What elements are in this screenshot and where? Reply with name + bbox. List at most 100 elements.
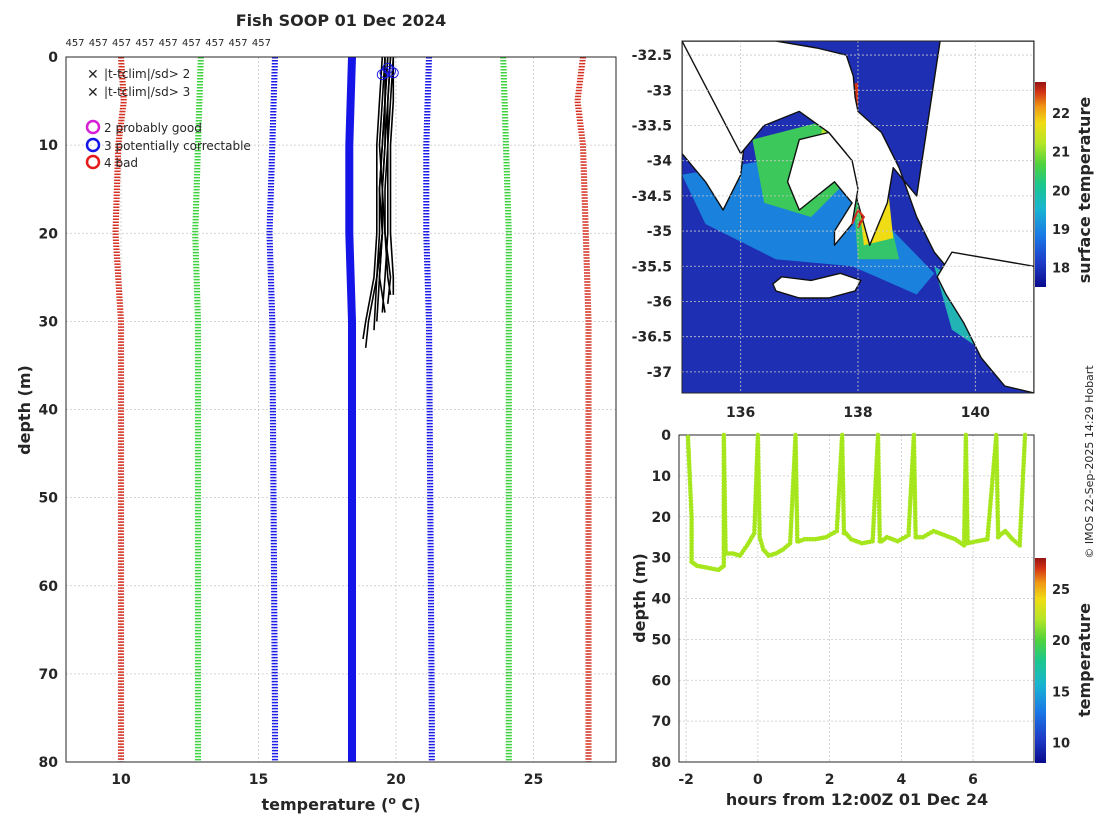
climatology-band-line [193,56,201,762]
depth-time-point [912,509,918,514]
depth-time-points [685,432,1028,573]
depth-time-point [911,451,917,457]
depth-time-point [964,515,970,521]
depth-time-point [995,506,1000,511]
depth-time-y-tick-label: 70 [652,714,672,730]
depth-time-point [1017,543,1022,548]
depth-time-point [756,477,761,483]
depth-time-point [787,541,793,546]
depth-time-point [752,505,758,511]
depth-time-point [964,483,969,489]
depth-time-point [687,476,693,482]
depth-time-point [994,474,1000,479]
climatology-mean-line [351,56,356,762]
depth-time-point [841,518,846,523]
depth-time-axes-box [678,434,1035,763]
depth-time-point [753,499,758,504]
depth-time-point [965,518,970,524]
profile-legend: ✕ |t-tclim|/sd> 2 ✕ |t-tclim|/sd> 3 2 pr… [85,67,251,170]
temperature-colorbar-tick-label: 25 [1052,583,1070,598]
depth-time-point [912,493,918,499]
depth-time-point [840,486,846,492]
legend-label: 4 bad [104,156,138,170]
legend-cross-red-icon: ✕ [87,85,99,101]
depth-time-point [752,521,757,526]
climatology-band-line [579,56,592,762]
depth-time-point [911,445,917,451]
depth-time-point [788,525,794,530]
depth-time-point [995,487,1000,492]
depth-time-point [912,461,917,467]
map-y-tick-label: -33 [647,83,672,99]
depth-time-point [913,528,918,534]
depth-time-x-tick-label: 2 [825,772,835,788]
climatology-band-line [575,56,588,762]
depth-time-point [1022,435,1028,441]
climatology-band-line [425,56,433,762]
depth-time-point [994,445,999,451]
depth-time-point [964,506,970,511]
depth-time-point [756,480,761,486]
depth-time-point [965,528,970,533]
depth-time-y-tick-label: 20 [652,510,672,526]
depth-time-point [877,523,882,528]
climatology-band-line [270,56,277,762]
profile-y-tick-label: 30 [39,314,59,330]
depth-time-x-tick-label: 4 [896,772,906,788]
credit-text: © IMOS 22-Sep-2025 14:29 Hobart [1083,365,1096,559]
flag-circle [387,67,399,79]
depth-time-point [756,496,762,502]
depth-time-point [723,535,728,541]
climatology-band-line [423,56,431,762]
profile-y-tick-label: 10 [39,138,59,154]
depth-time-grid [679,434,1034,763]
depth-time-point [872,489,878,494]
depth-time-point [994,439,999,444]
profile-x-tick-label: 25 [524,772,543,788]
depth-time-point [756,471,761,476]
ship-track [851,208,866,229]
depth-time-point [840,467,846,473]
depth-time-point [756,458,761,463]
depth-time-point [963,451,969,457]
depth-time-point [964,461,969,467]
depth-time-point [963,448,969,454]
climatology-band-line [576,56,590,762]
depth-time-point [995,499,1000,505]
depth-time-point [911,439,917,444]
depth-time-point [963,455,969,460]
depth-time-point [757,525,762,530]
depth-time-point [793,460,799,466]
depth-time-point [840,439,845,444]
depth-time-point [840,458,845,463]
map-y-tick-label: -35 [647,224,672,240]
depth-time-point [912,474,917,479]
depth-time-y-tick-label: 10 [652,469,672,485]
depth-time-point [876,448,881,453]
depth-time-point [964,502,970,508]
depth-time-point [912,467,917,473]
profile-plot: Fish SOOP 01 Dec 2024 10 15 20 25 0 10 20 30 40 5… [15,11,617,814]
depth-time-point [995,525,1001,530]
depth-time-point [757,531,762,537]
legend-label: 3 potentially correctable [104,139,251,153]
land-polygon [786,131,859,246]
climatology-band-line [504,56,512,762]
depth-time-x-tick-label: 6 [968,772,978,788]
depth-time-point [841,496,846,501]
depth-time-point [1021,454,1027,460]
depth-time-point [876,460,881,466]
flag-circle [376,69,388,81]
depth-time-point [757,528,762,534]
depth-time-point [721,563,727,569]
depth-time-point [840,464,845,469]
depth-time-point [1022,432,1028,438]
profile-y-tick-label: 70 [39,667,59,683]
sst-colorbar-tick-label: 22 [1052,107,1070,122]
depth-time-point [789,502,795,508]
profile-count-label: 457 [252,38,271,49]
depth-time-point [994,467,1000,473]
depth-time-point [688,498,694,504]
profile-climatology-bands [112,56,592,762]
